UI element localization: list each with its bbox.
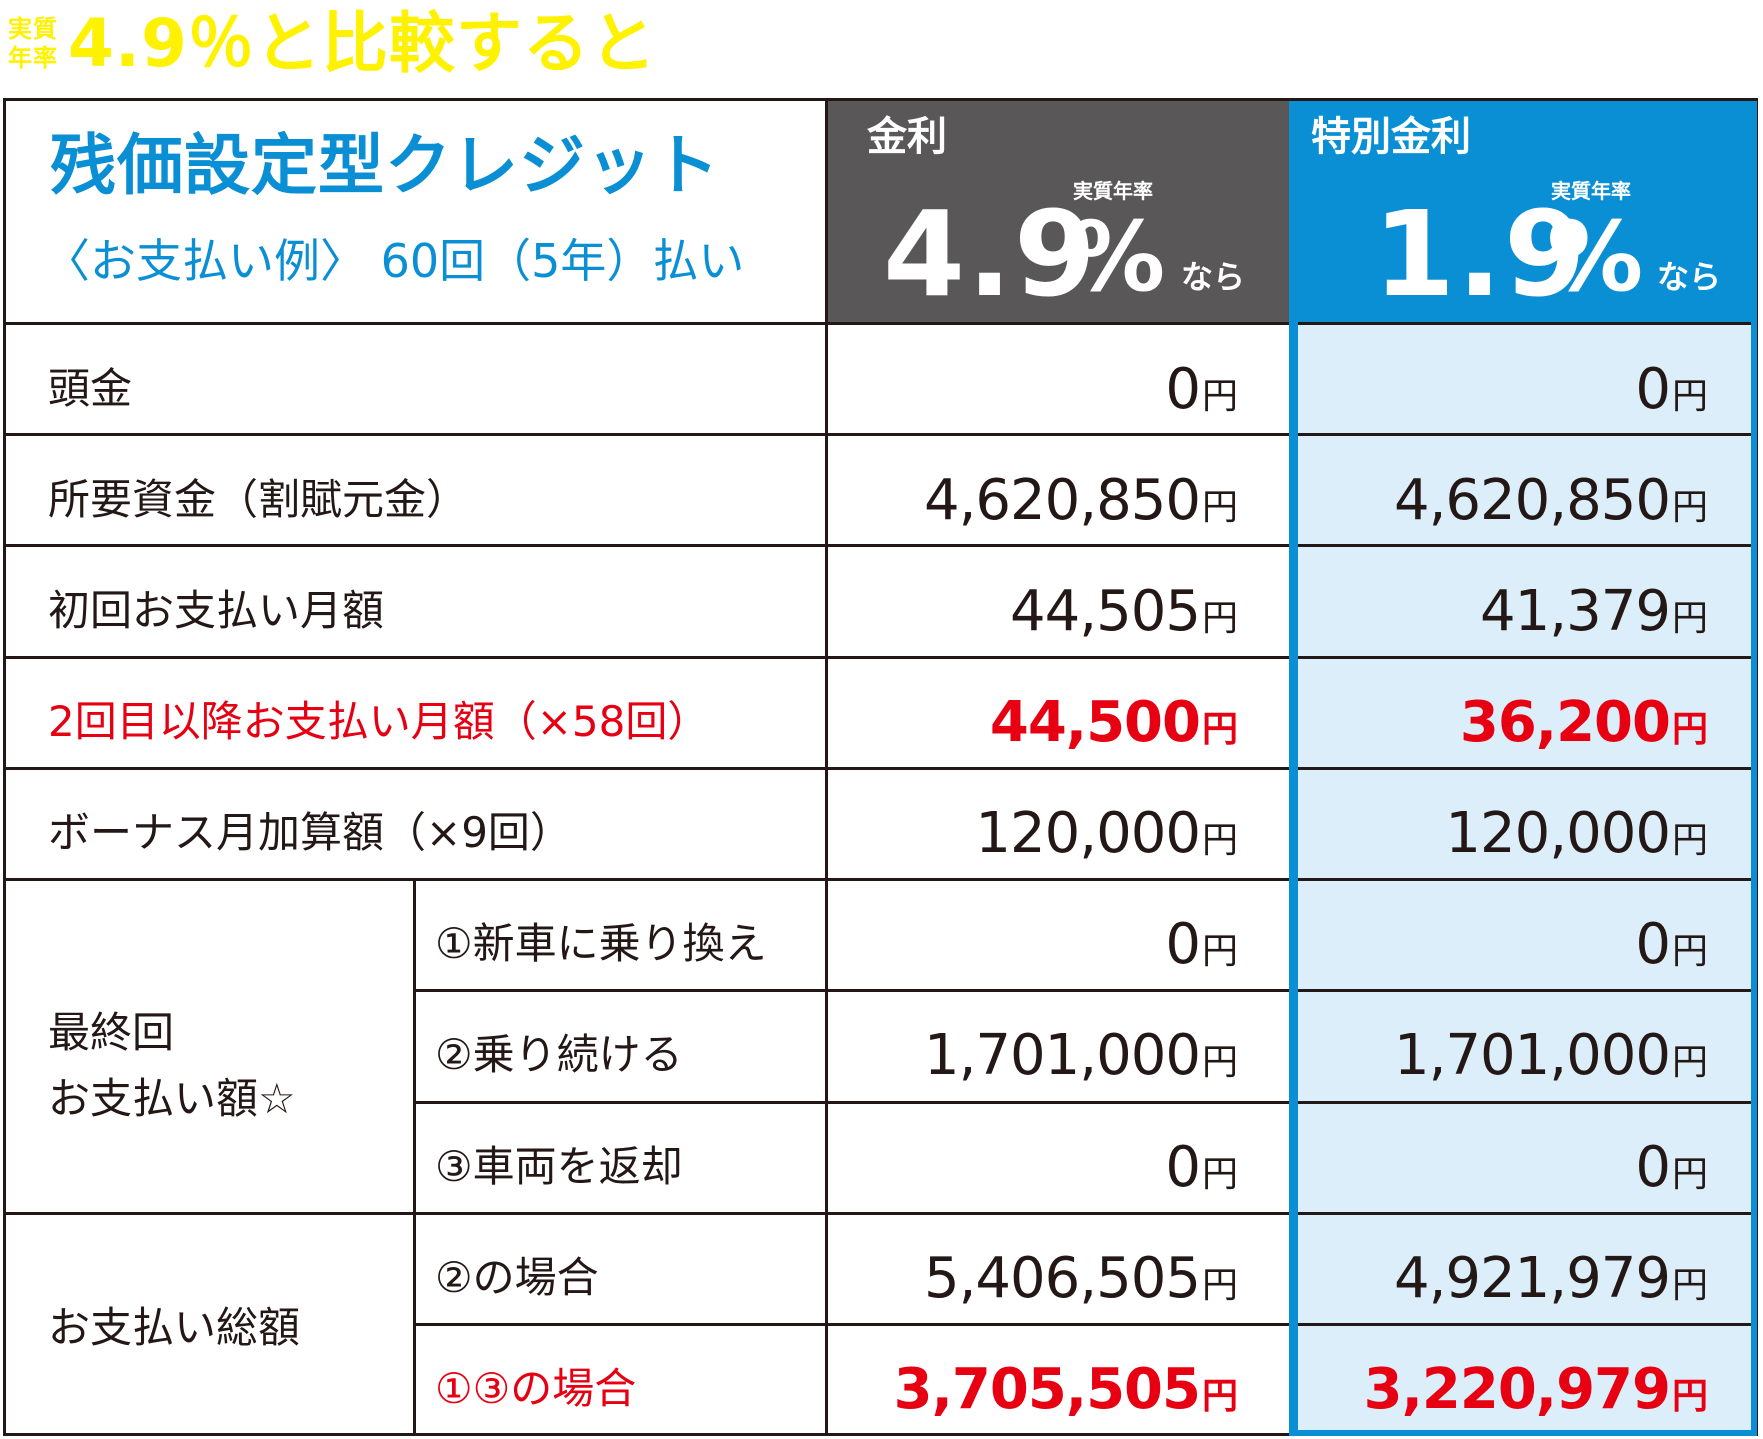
standard-rate-header: 金利 実質年率 4.9 % なら	[825, 101, 1289, 324]
row-label-total-payment: お支払い総額	[48, 1303, 301, 1352]
standard-rate-label: 金利	[867, 114, 947, 160]
special-total-trade-in-or-return: 3,220,979円	[1363, 1357, 1708, 1422]
final-option-trade-in: ①新車に乗り換え	[435, 919, 767, 968]
page-title: 残価設定型クレジット	[50, 127, 720, 204]
special-monthly-payment: 36,200円	[1459, 690, 1708, 755]
special-bonus-addition: 120,000円	[1445, 801, 1708, 866]
row-divider	[3, 1212, 1293, 1215]
row-divider	[1298, 656, 1755, 659]
standard-total-trade-in-or-return: 3,705,505円	[893, 1357, 1238, 1422]
standard-final-trade-in: 0円	[1165, 912, 1238, 977]
headline-small-2: 年率	[8, 44, 58, 72]
special-final-return: 0円	[1635, 1135, 1708, 1200]
row-divider	[3, 878, 1293, 881]
row-divider	[1298, 544, 1755, 547]
final-option-keep: ②乗り続ける	[435, 1030, 683, 1079]
row-divider	[3, 322, 1293, 325]
row-label-bonus-addition: ボーナス月加算額（×9回）	[48, 808, 572, 857]
row-label-down-payment: 頭金	[48, 364, 133, 413]
special-first-payment: 41,379円	[1480, 579, 1708, 644]
row-divider	[413, 989, 1293, 992]
headline-main: 4.9％と比較すると	[68, 5, 657, 82]
row-divider	[1298, 767, 1755, 770]
row-label-final-payment: 最終回 お支払い額☆	[48, 1008, 296, 1123]
row-divider	[1298, 433, 1755, 436]
standard-rate-percent: %	[1069, 201, 1166, 313]
row-divider	[413, 1101, 1293, 1104]
standard-monthly-payment: 44,500円	[989, 690, 1238, 755]
special-rate-header: 特別金利 実質年率 1.9 % なら	[1289, 101, 1755, 324]
special-down-payment: 0円	[1635, 357, 1708, 422]
standard-rate-jisshitsu: 実質年率	[1073, 179, 1153, 203]
special-rate-column-outline	[1289, 101, 1757, 1436]
column-divider	[413, 880, 416, 1436]
row-divider	[1298, 1212, 1755, 1215]
standard-bonus-addition: 120,000円	[975, 801, 1238, 866]
row-divider	[3, 767, 1293, 770]
headline-annual-rate-label: 実質 年率	[8, 15, 58, 73]
payment-example-subtitle: 〈お支払い例〉 60回（5年）払い	[44, 234, 745, 288]
row-label-monthly-payment: 2回目以降お支払い月額（×58回）	[48, 697, 710, 746]
standard-final-keep: 1,701,000円	[923, 1023, 1238, 1088]
headline-small-1: 実質	[8, 15, 58, 43]
final-option-return: ③車両を返却	[435, 1142, 683, 1191]
row-divider	[1298, 322, 1755, 325]
row-divider	[3, 433, 1293, 436]
special-rate-nara: なら	[1657, 258, 1722, 296]
total-option-trade-in-or-return: ①③の場合	[435, 1364, 637, 1413]
row-divider	[3, 544, 1293, 547]
special-final-keep: 1,701,000円	[1393, 1023, 1708, 1088]
standard-required-funds: 4,620,850円	[923, 468, 1238, 533]
headline: 実質 年率 4.9％と比較すると	[8, 0, 657, 88]
row-label-first-payment: 初回お支払い月額	[48, 586, 385, 635]
standard-total-keep: 5,406,505円	[923, 1246, 1238, 1311]
special-final-trade-in: 0円	[1635, 912, 1708, 977]
special-rate-jisshitsu: 実質年率	[1551, 179, 1631, 203]
row-divider	[3, 656, 1293, 659]
column-divider	[825, 101, 828, 1436]
row-divider	[1298, 1101, 1755, 1104]
special-required-funds: 4,620,850円	[1393, 468, 1708, 533]
standard-down-payment: 0円	[1165, 357, 1238, 422]
special-rate-value: 1.9	[1373, 185, 1589, 323]
row-divider	[1298, 1323, 1755, 1326]
special-total-keep: 4,921,979円	[1393, 1246, 1708, 1311]
special-rate-label: 特別金利	[1311, 114, 1471, 160]
special-rate-percent: %	[1547, 201, 1644, 313]
row-divider	[1298, 878, 1755, 881]
row-label-required-funds: 所要資金（割賦元金）	[48, 475, 469, 524]
total-option-keep: ②の場合	[435, 1253, 599, 1302]
row-divider	[1298, 989, 1755, 992]
row-divider	[413, 1323, 1293, 1326]
standard-first-payment: 44,505円	[1010, 579, 1238, 644]
standard-rate-value: 4.9	[883, 185, 1099, 323]
standard-final-return: 0円	[1165, 1135, 1238, 1200]
standard-rate-nara: なら	[1181, 258, 1246, 296]
